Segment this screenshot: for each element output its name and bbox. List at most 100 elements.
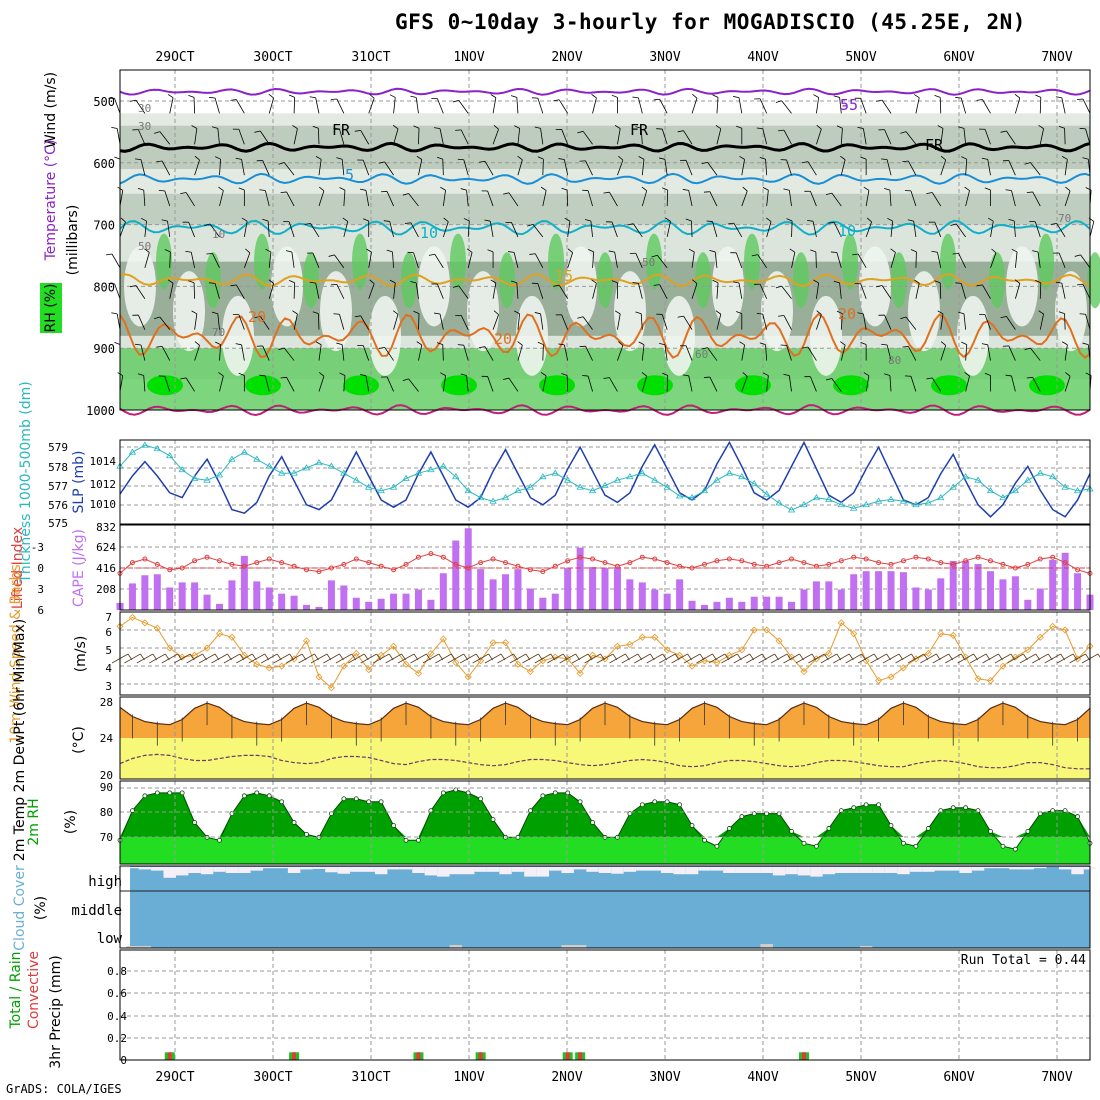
rh2m-panel: 90 80 70 2m RH (%) [26,780,1093,865]
panel-frame [119,865,1091,949]
wind10-barb [236,653,253,664]
cape-bar [502,574,510,610]
wind-barb [537,283,544,299]
wind-barb [365,375,370,392]
wind-barb [378,161,385,164]
wind-barb [368,283,375,299]
wind-barb [309,281,316,284]
wind-barb [582,189,589,192]
wind-barb [611,280,618,284]
rh-marker [876,802,881,808]
cape-bar [1049,559,1057,610]
wind-barb [140,344,146,361]
wind-barb [840,341,846,346]
cape-bar [589,567,597,610]
wind-barb [513,252,519,268]
wind-barb [129,285,137,288]
contour-label: 5 [345,166,354,184]
li-marker [540,569,546,575]
wind-barb [532,224,544,238]
wind-barb [492,97,497,114]
wind-barb [1085,314,1091,330]
wind-barb [1037,251,1041,268]
cape-bar [626,579,634,610]
wind-barb [442,190,446,207]
wind-barb [527,223,534,227]
wind10-barb [435,653,452,664]
cape-bar [489,579,497,610]
thickness-marker [812,493,821,501]
rh-marker [639,802,645,808]
wind-barb [762,128,768,145]
thickness-marker [626,472,634,480]
cape-bar [887,571,895,610]
wind-barb [813,94,819,98]
wind-barb [685,345,693,361]
wind-barb [1024,347,1031,351]
wind-barb [120,217,126,223]
wind-barb [940,159,947,176]
wind10-barb [895,653,912,664]
wind-barb [1079,127,1086,130]
li-marker [701,561,707,567]
wind-barb [1006,130,1016,145]
wind-barb [259,189,266,191]
cape-bar [240,555,248,610]
wind10-barb [547,653,564,664]
wind-barb [592,97,597,114]
wind-barb [641,159,645,176]
wind10-barb [833,653,850,664]
wind-barb [836,310,843,315]
wind-barb [1005,189,1012,191]
cloud-high-gap [1034,867,1047,869]
cape-bar [999,579,1007,610]
thickness-marker [290,469,298,476]
rh-moist-blob [793,252,809,309]
wind-barb [1055,281,1062,284]
wind10-marker [526,667,534,676]
rh-moist-blob [548,233,564,290]
wind-barb [161,346,171,361]
thickness-marker [949,483,957,490]
wind-barb [553,99,560,102]
wind-barb [813,279,819,284]
wind-barb [783,188,790,191]
thickness-marker [1061,483,1069,490]
wind-barb [756,127,763,130]
wind10-marker [999,662,1007,670]
wind-barb [632,96,639,99]
rh-tick: 80 [100,806,113,819]
wind-barb [466,248,473,253]
wind-barb [111,253,121,269]
wind10-marker [651,633,659,641]
wind-barb [582,375,589,377]
wind-barb [940,155,946,161]
wind-barb [739,341,745,346]
wind-barb [343,375,346,392]
wind-barb [889,190,892,207]
rh-marker [440,790,446,796]
wind-barb [144,248,150,253]
rh-marker [1025,828,1031,834]
thickness-marker [501,493,510,501]
wind-barb [167,221,171,238]
wind-barb [218,186,224,191]
wind-barb [1065,186,1071,192]
thickness-marker [489,497,497,504]
cape-bar [340,585,348,610]
wind-barb [386,376,394,392]
wind-barb [913,221,917,238]
dewpoint-line [119,753,1090,770]
wind-barb [215,156,221,160]
thickness-marker [539,472,547,480]
wind-barb [712,94,719,98]
wind-barb [1061,97,1066,114]
cloud-high-gap [698,867,711,871]
wind-barb [934,95,941,98]
wind-barb [635,311,642,315]
wind-barb [440,186,446,191]
wind10-marker [278,662,286,670]
wind-barb [890,252,896,268]
wind-barb [913,94,920,99]
wind10-marker [215,630,224,638]
